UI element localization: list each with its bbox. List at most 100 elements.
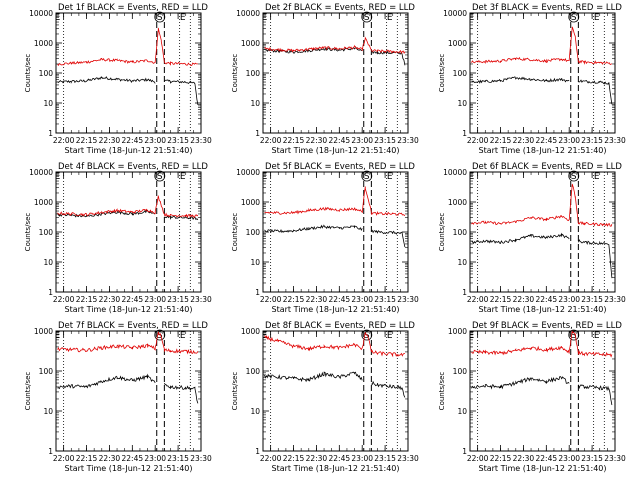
marker-circle: [568, 170, 580, 182]
y-tick-label: 1000: [448, 327, 467, 336]
y-tick-label: 1000: [448, 39, 467, 48]
x-tick-label: 22:30: [306, 454, 328, 463]
marker-label: E: [594, 13, 600, 23]
x-tick-label: 23:15: [374, 295, 396, 304]
x-tick-label: 22:00: [260, 136, 282, 145]
marker-label: E: [387, 331, 393, 341]
y-axis-label: Counts/sec: [231, 213, 239, 252]
x-tick-label: 22:00: [53, 136, 75, 145]
lld-series-line: [57, 195, 199, 219]
x-tick-label: 22:00: [53, 295, 75, 304]
y-axis-label: Counts/sec: [438, 213, 446, 252]
y-tick-label: 10000: [443, 9, 467, 18]
y-tick-label: 1: [48, 288, 53, 297]
axes-frame: [55, 330, 202, 452]
x-tick-label: 22:45: [329, 136, 351, 145]
y-tick-label: 1: [462, 447, 467, 456]
marker-circle: [361, 11, 373, 23]
x-tick-label: 22:45: [536, 454, 558, 463]
y-tick-label: 10: [250, 99, 260, 108]
y-tick-label: 100: [246, 367, 261, 376]
y-tick-label: 1: [462, 288, 467, 297]
x-tick-label: 23:00: [558, 136, 580, 145]
x-tick-label: 22:30: [513, 136, 535, 145]
y-tick-label: 1: [48, 129, 53, 138]
x-tick-label: 22:45: [536, 295, 558, 304]
x-tick-label: 22:30: [306, 295, 328, 304]
y-axis-label: Counts/sec: [24, 213, 32, 252]
marker-label: E: [387, 172, 393, 182]
lld-series-line: [57, 331, 199, 355]
x-axis-label: Start Time (18-Jun-12 21:51:40): [479, 146, 607, 155]
marker-label: E: [55, 172, 61, 182]
x-tick-label: 23:00: [144, 295, 166, 304]
x-tick-label: 22:30: [513, 295, 535, 304]
panel-det6: Det 6f BLACK = Events, RED = LLD 1 10 100 10…: [438, 162, 626, 314]
events-series-line: [57, 75, 199, 105]
y-tick-label: 1000: [34, 327, 53, 336]
x-tick-label: 23:15: [374, 136, 396, 145]
y-tick-label: 100: [246, 69, 261, 78]
lld-series-line: [471, 183, 613, 227]
x-tick-label: 23:30: [190, 136, 212, 145]
y-tick-label: 1: [255, 129, 260, 138]
x-tick-label: 23:15: [167, 136, 189, 145]
marker-label: S: [364, 172, 370, 182]
y-tick-label: 10: [457, 407, 467, 416]
panel-det1: Det 1f BLACK = Events, RED = LLD 1 10 100 10…: [24, 3, 212, 155]
x-tick-label: 23:30: [397, 136, 419, 145]
y-axis-label: Counts/sec: [24, 54, 32, 93]
y-tick-label: 10: [43, 407, 53, 416]
panel-det4: Det 4f BLACK = Events, RED = LLD 1 10 100 10…: [24, 162, 212, 314]
marker-label: S: [157, 13, 163, 23]
y-axis-label: Counts/sec: [438, 54, 446, 93]
y-tick-label: 1: [255, 288, 260, 297]
y-tick-label: 1: [255, 447, 260, 456]
x-tick-label: 22:00: [467, 136, 489, 145]
y-axis-label: Counts/sec: [231, 54, 239, 93]
events-series-line: [471, 376, 613, 406]
y-tick-label: 10: [43, 258, 53, 267]
x-tick-label: 22:45: [329, 454, 351, 463]
marker-label: E: [469, 331, 475, 341]
panel-title: Det 6f BLACK = Events, RED = LLD: [472, 162, 622, 172]
x-tick-label: 22:45: [122, 454, 144, 463]
x-tick-label: 22:00: [260, 295, 282, 304]
lld-series-line: [471, 330, 613, 358]
y-tick-label: 100: [453, 367, 468, 376]
x-tick-label: 23:00: [351, 295, 373, 304]
x-axis-label: Start Time (18-Jun-12 21:51:40): [65, 305, 193, 314]
marker-circle: [154, 170, 166, 182]
panel-title: Det 1f BLACK = Events, RED = LLD: [58, 3, 208, 13]
marker-circle: [154, 11, 166, 23]
panel-title: Det 8f BLACK = Events, RED = LLD: [265, 321, 415, 331]
x-tick-label: 23:00: [144, 454, 166, 463]
y-tick-label: 1: [48, 447, 53, 456]
marker-label: S: [571, 172, 577, 182]
lld-series-line: [264, 36, 406, 55]
x-tick-label: 23:15: [167, 295, 189, 304]
marker-circle: [361, 329, 373, 341]
events-series-line: [471, 76, 613, 105]
events-series-line: [264, 224, 406, 248]
marker-circle: [568, 11, 580, 23]
panel-det2: Det 2f BLACK = Events, RED = LLD 1 10 100 10…: [231, 3, 419, 155]
x-axis-label: Start Time (18-Jun-12 21:51:40): [479, 464, 607, 473]
x-tick-label: 23:30: [604, 295, 626, 304]
panel-det8: Det 8f BLACK = Events, RED = LLD 1 10 100 10…: [231, 321, 419, 473]
marker-label: E: [262, 172, 268, 182]
x-tick-label: 22:15: [76, 136, 98, 145]
y-tick-label: 100: [453, 228, 468, 237]
x-tick-label: 22:30: [99, 454, 121, 463]
marker-label: E: [180, 331, 186, 341]
y-tick-label: 10: [250, 407, 260, 416]
events-series-line: [264, 371, 406, 398]
y-tick-label: 10000: [29, 9, 53, 18]
marker-label: E: [55, 13, 61, 23]
x-tick-label: 23:30: [604, 454, 626, 463]
y-tick-label: 10: [250, 258, 260, 267]
x-tick-label: 23:00: [144, 136, 166, 145]
events-series-line: [471, 232, 613, 279]
x-tick-label: 22:45: [329, 295, 351, 304]
y-tick-label: 1000: [34, 39, 53, 48]
